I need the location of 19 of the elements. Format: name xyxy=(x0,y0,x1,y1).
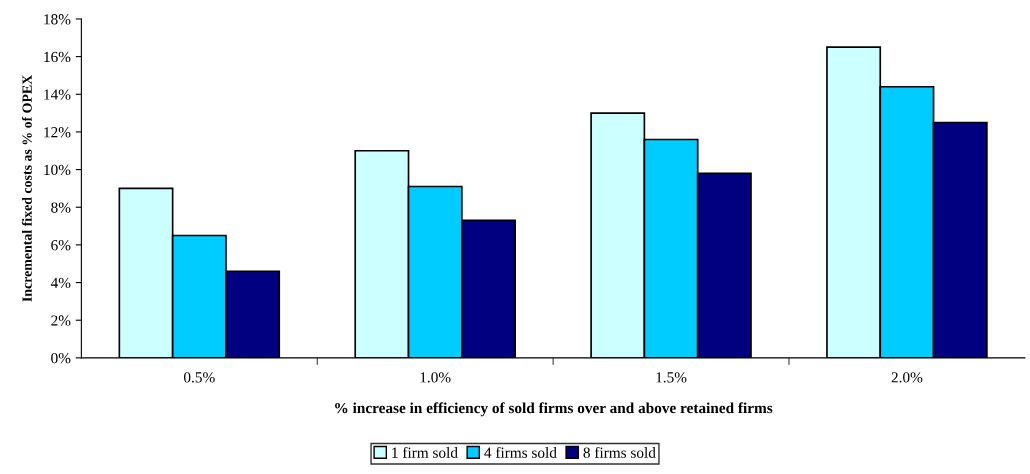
x-tick-label: 2.0% xyxy=(891,372,923,383)
y-tick-label: 10% xyxy=(44,164,71,176)
y-axis-title: Incremental fixed costs as % of OPEX xyxy=(21,74,32,302)
x-tick-label: 1.0% xyxy=(420,372,451,383)
y-tick-label: 2% xyxy=(51,315,71,326)
y-tick-label: 18% xyxy=(44,14,71,25)
legend-label: 1 firm sold xyxy=(392,446,458,458)
y-tick-label: 8% xyxy=(51,202,71,213)
y-tick-label: 14% xyxy=(44,89,71,100)
legend-label: 4 firms sold xyxy=(484,446,557,458)
x-tick-label: 1.5% xyxy=(656,372,687,383)
y-tick-label: 0% xyxy=(51,353,71,364)
legend-label: 8 firms sold xyxy=(583,446,656,458)
y-tick-label: 6% xyxy=(51,240,71,251)
y-tick-label: 16% xyxy=(44,51,71,63)
y-tick-label: 4% xyxy=(50,277,71,289)
x-tick-label: 0.5% xyxy=(183,372,215,383)
y-tick-label: 12% xyxy=(44,127,71,138)
x-axis-title: % increase in efficiency of sold firms over and above retained firms xyxy=(335,402,773,417)
